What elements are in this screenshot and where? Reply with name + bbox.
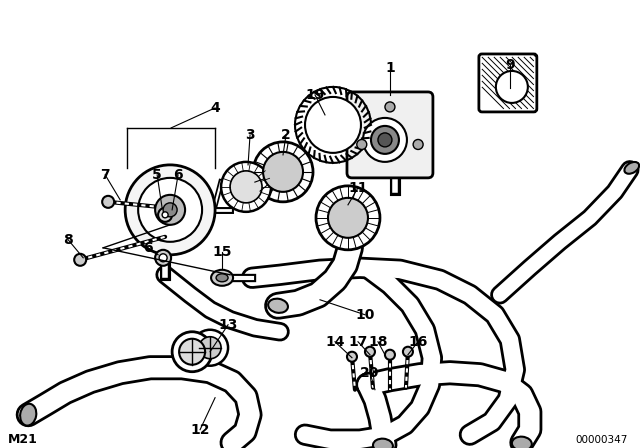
Text: 3: 3 bbox=[245, 128, 255, 142]
Circle shape bbox=[385, 102, 395, 112]
Ellipse shape bbox=[373, 439, 393, 448]
Text: 15: 15 bbox=[212, 245, 232, 259]
Text: 12: 12 bbox=[190, 422, 210, 437]
Circle shape bbox=[316, 186, 380, 250]
Ellipse shape bbox=[216, 274, 228, 282]
Text: 14: 14 bbox=[325, 335, 345, 349]
Text: 6: 6 bbox=[143, 241, 153, 255]
Circle shape bbox=[403, 347, 413, 357]
Ellipse shape bbox=[211, 270, 233, 286]
Text: 8: 8 bbox=[63, 233, 73, 247]
Circle shape bbox=[347, 352, 357, 362]
Text: 19: 19 bbox=[305, 88, 324, 102]
Circle shape bbox=[172, 332, 212, 372]
Ellipse shape bbox=[268, 299, 288, 313]
Ellipse shape bbox=[20, 404, 36, 426]
Text: 5: 5 bbox=[152, 168, 162, 182]
Circle shape bbox=[163, 203, 177, 217]
Circle shape bbox=[162, 212, 168, 218]
Circle shape bbox=[371, 126, 399, 154]
FancyBboxPatch shape bbox=[347, 92, 433, 178]
Circle shape bbox=[328, 198, 368, 238]
Text: 18: 18 bbox=[368, 335, 388, 349]
Text: M21: M21 bbox=[8, 433, 38, 446]
Text: 9: 9 bbox=[505, 58, 515, 72]
Circle shape bbox=[74, 254, 86, 266]
Circle shape bbox=[155, 195, 185, 225]
Circle shape bbox=[356, 139, 367, 150]
Text: 1: 1 bbox=[385, 61, 395, 75]
Circle shape bbox=[385, 350, 395, 360]
Circle shape bbox=[125, 165, 215, 255]
Circle shape bbox=[158, 208, 172, 222]
Circle shape bbox=[159, 254, 167, 262]
Text: 6: 6 bbox=[173, 168, 183, 182]
FancyBboxPatch shape bbox=[479, 54, 537, 112]
Ellipse shape bbox=[625, 162, 639, 174]
Circle shape bbox=[102, 196, 114, 208]
Text: 16: 16 bbox=[408, 335, 428, 349]
Text: 4: 4 bbox=[210, 101, 220, 115]
Circle shape bbox=[413, 139, 423, 150]
Circle shape bbox=[253, 142, 313, 202]
Circle shape bbox=[192, 330, 228, 366]
Circle shape bbox=[365, 347, 375, 357]
Text: 7: 7 bbox=[100, 168, 110, 182]
Circle shape bbox=[378, 133, 392, 147]
Text: 13: 13 bbox=[218, 318, 237, 332]
Text: 2: 2 bbox=[281, 128, 291, 142]
Circle shape bbox=[263, 152, 303, 192]
Text: 00000347: 00000347 bbox=[575, 435, 628, 445]
Circle shape bbox=[179, 339, 205, 365]
Circle shape bbox=[138, 178, 202, 242]
Text: 10: 10 bbox=[355, 308, 374, 322]
Circle shape bbox=[230, 171, 262, 203]
Circle shape bbox=[305, 97, 361, 153]
Circle shape bbox=[199, 337, 221, 359]
Circle shape bbox=[363, 118, 407, 162]
Text: 11: 11 bbox=[348, 181, 368, 195]
Circle shape bbox=[155, 250, 171, 266]
Ellipse shape bbox=[512, 437, 532, 448]
Circle shape bbox=[221, 162, 271, 212]
Text: 20: 20 bbox=[360, 366, 380, 380]
Circle shape bbox=[496, 71, 528, 103]
Text: 17: 17 bbox=[348, 335, 367, 349]
